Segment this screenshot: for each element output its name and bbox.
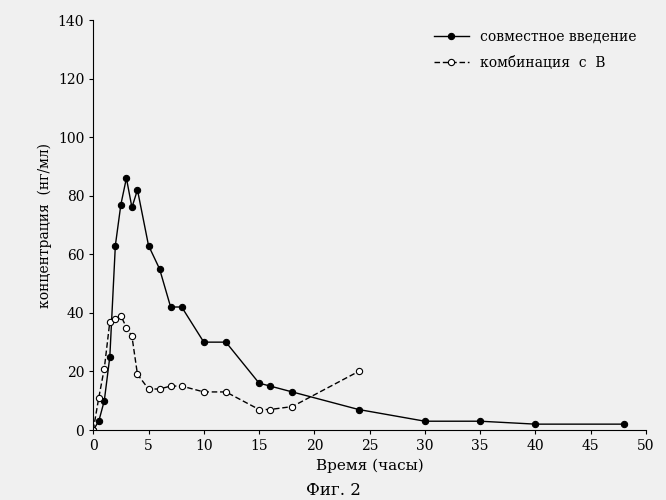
комбинация  с  В <box>266 406 274 412</box>
совместное введение <box>145 242 153 248</box>
комбинация  с  В <box>200 389 208 395</box>
X-axis label: Время (часы): Время (часы) <box>316 458 424 473</box>
комбинация  с  В <box>111 316 119 322</box>
совместное введение <box>354 406 362 412</box>
комбинация  с  В <box>178 383 186 389</box>
совместное введение <box>288 389 296 395</box>
совместное введение <box>111 242 119 248</box>
комбинация  с  В <box>128 334 136 340</box>
совместное введение <box>133 187 141 193</box>
комбинация  с  В <box>101 366 109 372</box>
комбинация  с  В <box>106 318 114 324</box>
совместное введение <box>89 427 97 433</box>
совместное введение <box>117 202 125 207</box>
совместное введение <box>531 421 539 427</box>
комбинация  с  В <box>123 324 131 330</box>
совместное введение <box>156 266 164 272</box>
Y-axis label: концентрация  (нг/мл): концентрация (нг/мл) <box>38 142 52 308</box>
комбинация  с  В <box>89 427 97 433</box>
комбинация  с  В <box>255 406 263 412</box>
комбинация  с  В <box>95 395 103 401</box>
комбинация  с  В <box>133 372 141 378</box>
совместное введение <box>178 304 186 310</box>
Line: совместное введение: совместное введение <box>90 175 627 433</box>
совместное введение <box>620 421 628 427</box>
комбинация  с  В <box>222 389 230 395</box>
совместное введение <box>95 418 103 424</box>
совместное введение <box>476 418 484 424</box>
комбинация  с  В <box>166 383 174 389</box>
совместное введение <box>421 418 429 424</box>
совместное введение <box>255 380 263 386</box>
комбинация  с  В <box>156 386 164 392</box>
совместное введение <box>166 304 174 310</box>
комбинация  с  В <box>288 404 296 409</box>
совместное введение <box>101 398 109 404</box>
совместное введение <box>200 339 208 345</box>
комбинация  с  В <box>145 386 153 392</box>
совместное введение <box>128 204 136 210</box>
комбинация  с  В <box>117 313 125 319</box>
Text: Фиг. 2: Фиг. 2 <box>306 482 360 499</box>
совместное введение <box>222 339 230 345</box>
Legend: совместное введение, комбинация  с  В: совместное введение, комбинация с В <box>428 24 642 76</box>
Line: комбинация  с  В: комбинация с В <box>90 312 362 433</box>
комбинация  с  В <box>354 368 362 374</box>
совместное введение <box>123 175 131 181</box>
совместное введение <box>266 383 274 389</box>
совместное введение <box>106 354 114 360</box>
